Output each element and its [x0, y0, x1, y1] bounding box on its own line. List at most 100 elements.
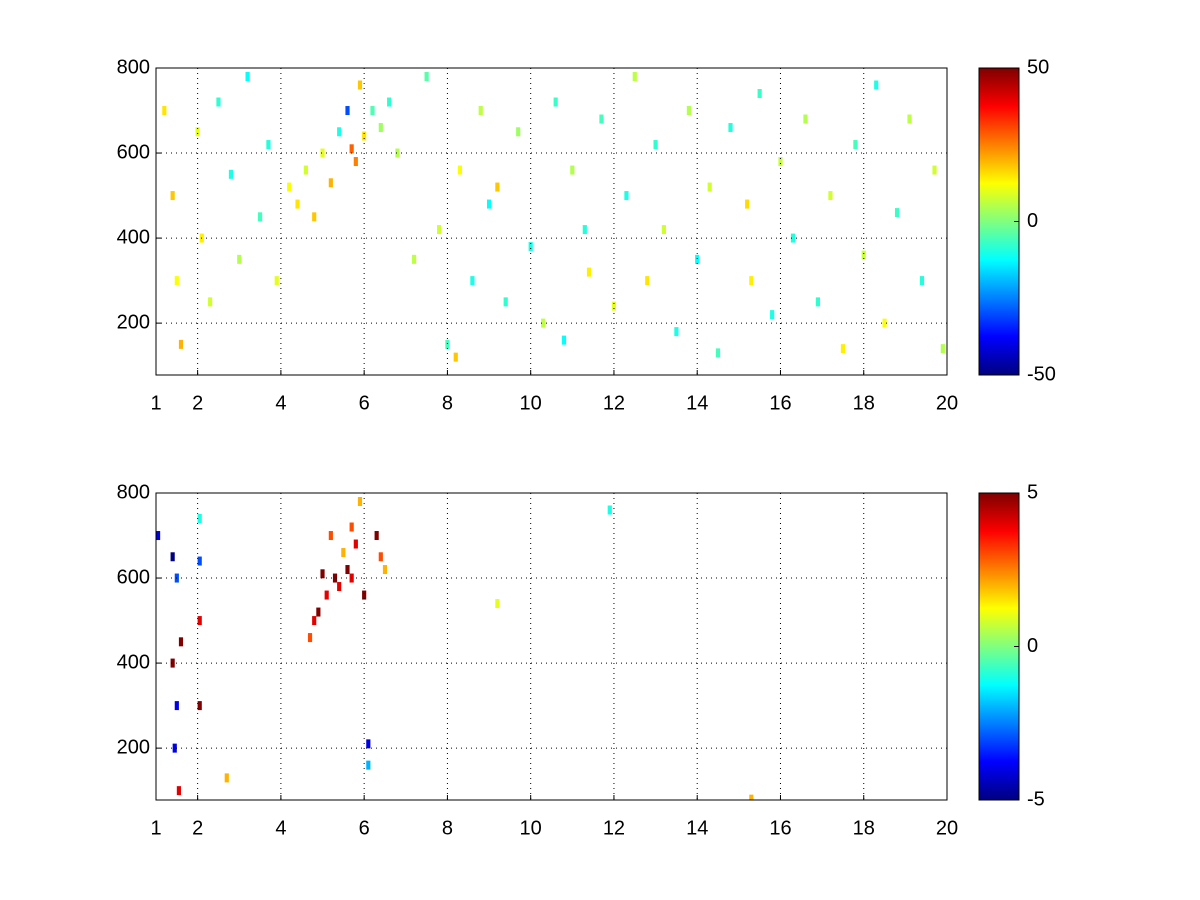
cell	[378, 123, 383, 133]
cell	[337, 582, 342, 592]
x-tick-label: 12	[603, 392, 625, 414]
x-tick-label: 6	[359, 392, 370, 414]
plot-frame	[155, 492, 948, 801]
cell	[349, 522, 354, 532]
cell	[645, 276, 650, 286]
cell	[387, 97, 392, 107]
plot-frame	[155, 67, 948, 376]
x-tick-label: 4	[275, 392, 286, 414]
cell	[170, 552, 175, 562]
cell	[307, 633, 313, 643]
cell	[840, 344, 846, 354]
cell	[245, 72, 250, 82]
cell	[303, 165, 308, 175]
cell	[366, 739, 371, 749]
cell	[382, 565, 388, 575]
cell	[757, 89, 762, 99]
cell	[312, 212, 317, 222]
cell	[370, 106, 375, 116]
cell	[770, 310, 775, 320]
x-tick-label: 4	[275, 817, 286, 839]
y-tick-label: 800	[117, 56, 150, 78]
cell	[882, 318, 887, 328]
cell	[197, 514, 202, 524]
cell	[341, 548, 346, 558]
x-tick-label: 14	[686, 817, 708, 839]
cells	[162, 72, 945, 362]
cell	[607, 505, 612, 515]
x-tick-label: 18	[853, 817, 875, 839]
cell	[353, 539, 358, 549]
colorbar-tick-label: 5	[1027, 481, 1038, 503]
cell	[374, 531, 379, 541]
cell	[178, 339, 184, 349]
cell	[745, 199, 750, 209]
cell	[894, 208, 900, 218]
x-tick-label: 16	[769, 392, 791, 414]
x-tick-label: 20	[936, 392, 958, 414]
cell	[661, 225, 666, 235]
x-tick-label: 18	[853, 392, 875, 414]
colorbar-tick-label: -50	[1027, 363, 1056, 385]
y-tick-label: 200	[117, 311, 150, 333]
cell	[170, 658, 175, 668]
cell	[486, 199, 492, 209]
cell	[332, 573, 338, 583]
cell	[778, 157, 783, 167]
cell	[561, 335, 567, 345]
cell	[337, 127, 342, 137]
y-tick-label: 400	[117, 651, 150, 673]
colorbar-tick-label: 0	[1027, 635, 1038, 657]
cell	[495, 182, 500, 192]
cell	[362, 131, 367, 141]
cell	[541, 318, 546, 328]
cell	[237, 254, 242, 264]
cell	[861, 250, 866, 260]
cell	[197, 556, 202, 566]
x-tick-label: 2	[192, 392, 203, 414]
colorbar	[978, 492, 1020, 801]
cell	[478, 106, 483, 116]
cell	[707, 182, 712, 192]
cell	[528, 242, 533, 252]
cell	[582, 225, 587, 235]
cell	[695, 254, 700, 264]
y-tick-label: 400	[117, 226, 150, 248]
x-tick-label: 8	[442, 817, 453, 839]
colorbar-tick-label: 0	[1027, 210, 1038, 232]
cell	[228, 169, 234, 179]
cell	[324, 590, 329, 600]
cell	[586, 267, 592, 277]
cell	[715, 348, 721, 358]
cell	[357, 497, 363, 507]
cells	[156, 497, 754, 800]
cell	[362, 590, 367, 600]
cell	[266, 140, 271, 150]
x-tick-label: 1	[150, 817, 161, 839]
cell	[395, 148, 400, 158]
cell	[312, 616, 317, 626]
cell	[287, 182, 292, 192]
colorbar-tick-label: 50	[1027, 56, 1049, 78]
y-tick-label: 800	[117, 481, 150, 503]
x-tick-label: 8	[442, 392, 453, 414]
y-tick-label: 600	[117, 141, 150, 163]
cell	[790, 233, 796, 243]
cell	[195, 127, 200, 137]
cell	[170, 191, 175, 201]
cell	[174, 701, 179, 711]
cell	[357, 80, 363, 90]
cell	[853, 140, 858, 150]
x-tick-label: 6	[359, 817, 370, 839]
cell	[174, 276, 179, 286]
x-tick-label: 12	[603, 817, 625, 839]
cell	[178, 637, 184, 647]
cell	[611, 301, 617, 311]
cell	[353, 157, 358, 167]
cell	[940, 344, 945, 354]
cell	[445, 339, 450, 349]
cell	[216, 97, 221, 107]
cell	[874, 80, 879, 90]
